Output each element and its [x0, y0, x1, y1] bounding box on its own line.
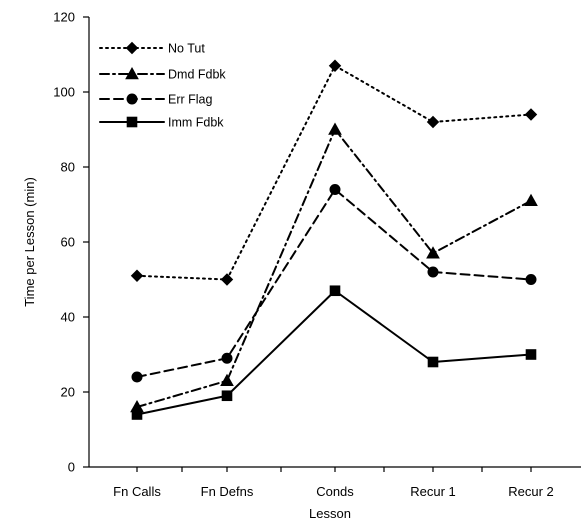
- data-point-marker: [426, 246, 440, 259]
- legend-item: Err Flag: [99, 93, 213, 107]
- x-axis-ticks: Fn Calls Fn Defns Conds Recur 1 Recur 2: [113, 467, 554, 499]
- y-tick-label: 120: [53, 10, 75, 25]
- data-point-marker: [524, 108, 538, 121]
- data-point-marker: [130, 269, 144, 282]
- y-axis-label: Time per Lesson (min): [22, 177, 37, 307]
- series-line: [136, 289, 532, 416]
- data-point-marker: [427, 356, 439, 368]
- data-point-marker: [426, 115, 440, 129]
- data-point-marker: [328, 59, 342, 72]
- data-point-marker: [221, 390, 233, 402]
- data-point-marker: [220, 373, 234, 387]
- y-axis-ticks: 0 20 40 60 80 100 120: [53, 10, 89, 475]
- data-point-marker: [524, 193, 538, 207]
- series-line: [136, 188, 532, 378]
- legend-item: No Tut: [99, 41, 205, 56]
- legend-marker: [126, 116, 138, 128]
- x-tick-label: Fn Defns: [201, 484, 254, 499]
- series-no-tut: [130, 59, 538, 286]
- series-dmd-fdbk: [130, 122, 538, 413]
- y-tick-label: 60: [61, 235, 75, 250]
- data-point-marker: [131, 371, 143, 383]
- legend-item: Imm Fdbk: [99, 116, 224, 130]
- series-err-flag: [131, 184, 537, 383]
- legend-label: Err Flag: [168, 93, 213, 107]
- legend-item: Dmd Fdbk: [99, 66, 226, 82]
- data-point-marker: [329, 184, 341, 195]
- series-layer: [130, 59, 538, 420]
- data-point-marker: [131, 409, 143, 420]
- data-point-marker: [427, 266, 439, 278]
- y-tick-label: 80: [61, 160, 75, 175]
- legend: No Tut Dmd Fdbk Err Flag Imm Fdbk: [99, 41, 226, 130]
- y-tick-label: 40: [61, 310, 75, 325]
- y-tick-label: 100: [53, 85, 75, 100]
- legend-marker: [125, 41, 139, 55]
- data-point-marker: [220, 273, 234, 286]
- data-point-marker: [328, 122, 342, 135]
- x-tick-label: Recur 2: [508, 484, 554, 499]
- legend-label: Imm Fdbk: [168, 116, 224, 130]
- data-point-marker: [221, 352, 233, 364]
- legend-label: Dmd Fdbk: [168, 68, 226, 82]
- data-point-marker: [525, 274, 537, 285]
- x-tick-label: Fn Calls: [113, 484, 161, 499]
- series-imm-fdbk: [131, 285, 537, 420]
- legend-marker: [126, 93, 138, 105]
- data-point-marker: [329, 285, 341, 297]
- x-tick-label: Conds: [316, 484, 354, 499]
- y-tick-label: 0: [68, 460, 75, 475]
- data-point-marker: [525, 349, 537, 360]
- x-tick-label: Recur 1: [410, 484, 456, 499]
- legend-marker: [125, 66, 139, 80]
- legend-label: No Tut: [168, 42, 205, 56]
- y-tick-label: 20: [61, 385, 75, 400]
- x-axis-label: Lesson: [309, 506, 351, 521]
